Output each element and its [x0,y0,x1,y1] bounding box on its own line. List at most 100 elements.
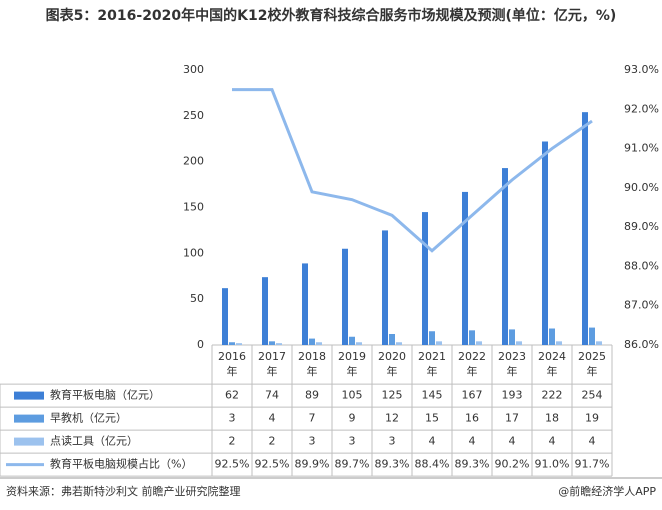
bar [429,331,435,345]
x-tick-label: 2023 年 [498,350,526,378]
bar [556,341,562,345]
legend-key [14,414,44,423]
bar [269,341,275,345]
bar [222,288,228,345]
table-cell: 92.5% [255,458,290,471]
bar [342,248,348,345]
legend-label: 教育平板电脑（亿元） [50,388,160,402]
y-tick-label: 150 [183,201,204,214]
bar [542,141,548,345]
table-cell: 19 [585,412,599,425]
bar [476,341,482,345]
table-cell: 7 [309,412,316,425]
bar [436,341,442,345]
y-tick-label: 200 [183,155,204,168]
x-tick-label: 2025 年 [578,350,606,378]
table-cell: 125 [382,389,403,402]
table-cell: 167 [462,389,483,402]
y2-tick-label: 90.0% [624,181,659,194]
source: 资料来源：弗若斯特沙利文 前瞻产业研究院整理 [6,484,241,498]
y2-tick-label: 89.0% [624,220,659,233]
x-tick-label: 2022 年 [458,350,486,378]
bar [516,341,522,345]
table-cell: 2 [229,435,236,448]
y2-tick-label: 92.0% [624,102,659,115]
line [232,88,593,253]
bar [389,334,395,345]
bar [469,330,475,345]
legend-label: 教育平板电脑规模占比（%） [50,457,192,471]
table-cell: 89 [305,389,319,402]
bar [509,329,515,345]
bar [582,112,588,346]
table-cell: 4 [429,435,436,448]
x-tick-label: 2016 年 [218,350,246,378]
chart-title: 图表5：2016-2020年中国的K12校外教育科技综合服务市场规模及预测(单位… [45,8,617,24]
bar [462,191,468,345]
table-cell: 4 [469,435,476,448]
y2-tick-label: 93.0% [624,63,659,76]
table-cell: 91.0% [535,458,570,471]
bar [276,343,282,345]
table-cell: 4 [269,412,276,425]
bar [422,212,428,345]
bar [262,277,268,345]
table-cell: 145 [422,389,443,402]
table-cell: 3 [229,412,236,425]
legend-label: 点读工具（亿元） [50,434,138,448]
table-cell: 3 [389,435,396,448]
credit: @前瞻经济学人APP [558,484,656,498]
table-cell: 254 [582,389,603,402]
y-tick-label: 250 [183,109,204,122]
bar [236,343,242,345]
table-cell: 2 [269,435,276,448]
table-cell: 89.7% [335,458,370,471]
legend-key [14,391,44,400]
bar [356,342,362,345]
y2-tick-label: 88.0% [624,259,659,272]
table-cell: 9 [349,412,356,425]
table-cell: 3 [309,435,316,448]
bar [589,327,595,345]
table-cell: 91.7% [575,458,610,471]
table-cell: 222 [542,389,563,402]
table-cell: 193 [502,389,523,402]
table-cell: 89.3% [375,458,410,471]
bar [396,342,402,345]
table-cell: 89.9% [295,458,330,471]
y-tick-label: 300 [183,63,204,76]
bar [316,342,322,345]
table-cell: 89.3% [455,458,490,471]
x-tick-label: 2024 年 [538,350,566,378]
table-cell: 4 [589,435,596,448]
table-cell: 17 [505,412,519,425]
x-tick-label: 2021 年 [418,350,446,378]
y2-tick-label: 86.0% [624,338,659,351]
y-tick-label: 100 [183,246,204,259]
x-tick-label: 2017 年 [258,350,286,378]
x-tick-label: 2019 年 [338,350,366,378]
table-cell: 12 [385,412,399,425]
bar [502,168,508,345]
table-cell: 4 [549,435,556,448]
table-cell: 62 [225,389,239,402]
x-tick-label: 2018 年 [298,350,326,378]
bar [549,328,555,345]
bar [382,230,388,345]
y2-tick-label: 87.0% [624,299,659,312]
legend-label: 早教机（亿元） [50,411,127,425]
table-cell: 3 [349,435,356,448]
bar [302,263,308,345]
table-cell: 15 [425,412,439,425]
table-cell: 18 [545,412,559,425]
table-cell: 92.5% [215,458,250,471]
table-cell: 16 [465,412,479,425]
bar [229,342,235,345]
table-cell: 74 [265,389,279,402]
table-cell: 4 [509,435,516,448]
x-tick-label: 2020 年 [378,350,406,378]
table-cell: 88.4% [415,458,450,471]
legend-key [14,437,44,446]
